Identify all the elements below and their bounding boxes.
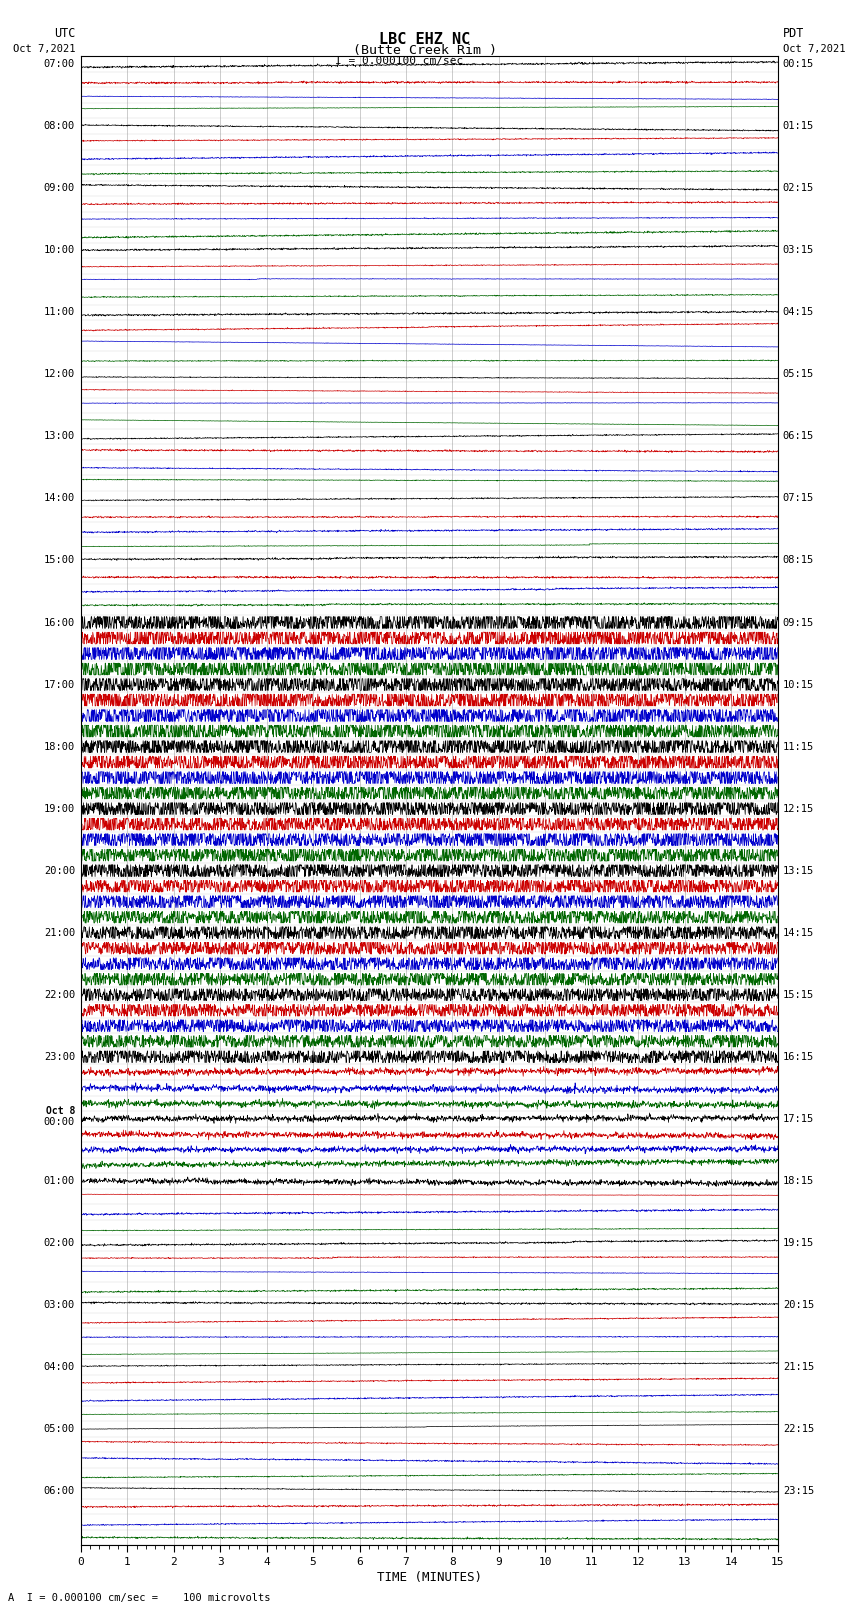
Text: 01:15: 01:15 [783,121,814,131]
Text: 08:00: 08:00 [44,121,75,131]
Text: 02:00: 02:00 [44,1237,75,1248]
Text: 22:00: 22:00 [44,990,75,1000]
Text: 19:15: 19:15 [783,1237,814,1248]
Text: 06:15: 06:15 [783,431,814,442]
Text: A  I = 0.000100 cm/sec =    100 microvolts: A I = 0.000100 cm/sec = 100 microvolts [8,1594,271,1603]
Text: 10:15: 10:15 [783,679,814,689]
Text: LBC EHZ NC: LBC EHZ NC [379,32,471,47]
Text: PDT: PDT [783,27,804,40]
Text: 03:15: 03:15 [783,245,814,255]
Text: 07:00: 07:00 [44,60,75,69]
Text: 02:15: 02:15 [783,184,814,194]
Text: 01:00: 01:00 [44,1176,75,1186]
Text: 16:00: 16:00 [44,618,75,627]
Text: 22:15: 22:15 [783,1424,814,1434]
Text: 04:15: 04:15 [783,308,814,318]
Text: 04:00: 04:00 [44,1361,75,1373]
Text: 08:15: 08:15 [783,555,814,566]
Text: 09:15: 09:15 [783,618,814,627]
Text: 12:00: 12:00 [44,369,75,379]
Text: 19:00: 19:00 [44,803,75,813]
Text: Oct 7,2021: Oct 7,2021 [783,44,845,53]
Text: 06:00: 06:00 [44,1486,75,1495]
Text: 21:15: 21:15 [783,1361,814,1373]
Text: 03:00: 03:00 [44,1300,75,1310]
Text: 05:15: 05:15 [783,369,814,379]
Text: 05:00: 05:00 [44,1424,75,1434]
Text: 10:00: 10:00 [44,245,75,255]
Text: 00:15: 00:15 [783,60,814,69]
Text: 07:15: 07:15 [783,494,814,503]
Text: 21:00: 21:00 [44,927,75,937]
Text: 23:00: 23:00 [44,1052,75,1061]
Text: 14:00: 14:00 [44,494,75,503]
Text: 23:15: 23:15 [783,1486,814,1495]
Text: 11:00: 11:00 [44,308,75,318]
Text: 18:15: 18:15 [783,1176,814,1186]
Text: 11:15: 11:15 [783,742,814,752]
Text: 20:15: 20:15 [783,1300,814,1310]
Text: 17:00: 17:00 [44,679,75,689]
Text: Oct 7,2021: Oct 7,2021 [13,44,75,53]
Text: I = 0.000100 cm/sec: I = 0.000100 cm/sec [336,56,463,66]
Text: 14:15: 14:15 [783,927,814,937]
Text: 16:15: 16:15 [783,1052,814,1061]
Text: 00:00: 00:00 [44,1116,75,1127]
Text: UTC: UTC [54,27,75,40]
Text: 15:15: 15:15 [783,990,814,1000]
Text: 20:00: 20:00 [44,866,75,876]
Text: 09:00: 09:00 [44,184,75,194]
Text: 18:00: 18:00 [44,742,75,752]
Text: 13:15: 13:15 [783,866,814,876]
X-axis label: TIME (MINUTES): TIME (MINUTES) [377,1571,482,1584]
Text: 17:15: 17:15 [783,1113,814,1124]
Text: (Butte Creek Rim ): (Butte Creek Rim ) [353,44,497,56]
Text: 13:00: 13:00 [44,431,75,442]
Text: Oct 8: Oct 8 [46,1107,75,1116]
Text: 15:00: 15:00 [44,555,75,566]
Text: 12:15: 12:15 [783,803,814,813]
